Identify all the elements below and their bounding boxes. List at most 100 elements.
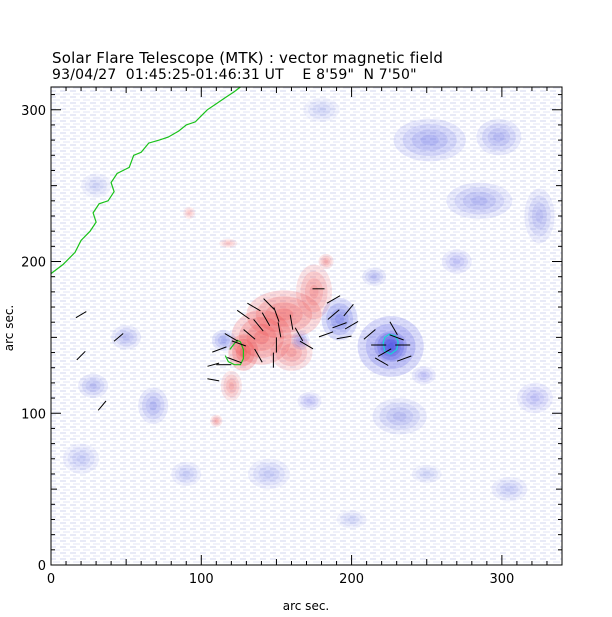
negative-polarity-blob bbox=[382, 338, 399, 355]
negative-polarity-blob bbox=[491, 476, 528, 502]
field-vector bbox=[113, 333, 124, 342]
field-vector bbox=[231, 340, 247, 347]
x-tick-label: 200 bbox=[339, 572, 364, 587]
field-vector bbox=[97, 400, 107, 411]
negative-polarity-blob bbox=[535, 209, 544, 223]
negative-polarity-blob bbox=[453, 258, 461, 265]
negative-polarity-blob bbox=[72, 451, 91, 467]
negative-polarity-blob bbox=[422, 471, 431, 477]
negative-polarity-blob bbox=[78, 373, 109, 399]
positive-polarity-blob bbox=[300, 271, 328, 313]
field-vector bbox=[327, 309, 340, 320]
negative-polarity-blob bbox=[495, 480, 523, 499]
field-vector bbox=[247, 302, 261, 312]
negative-polarity-blob bbox=[449, 255, 465, 268]
positive-polarity-blob bbox=[226, 378, 237, 394]
negative-polarity-blob bbox=[357, 316, 424, 377]
negative-polarity-blob bbox=[417, 370, 430, 380]
negative-polarity-blob bbox=[411, 464, 442, 484]
x-tick-label: 100 bbox=[189, 572, 214, 587]
positive-polarity-blob bbox=[246, 290, 322, 339]
positive-polarity-blob bbox=[274, 308, 294, 321]
negative-polarity-blob bbox=[247, 458, 290, 490]
field-vector bbox=[227, 357, 242, 364]
negative-polarity-blob bbox=[379, 402, 420, 430]
negative-polarity-blob bbox=[414, 368, 433, 383]
field-vector bbox=[254, 348, 263, 363]
field-vector bbox=[344, 320, 359, 330]
plot-noise-texture bbox=[51, 87, 562, 565]
negative-polarity-blob bbox=[145, 396, 161, 415]
y-tick-label: 100 bbox=[21, 407, 46, 422]
negative-polarity-blob bbox=[92, 182, 100, 189]
cyan-contour bbox=[382, 333, 399, 355]
negative-polarity-blob bbox=[531, 202, 547, 230]
negative-polarity-blob bbox=[368, 272, 381, 282]
positive-polarity-blob bbox=[186, 209, 193, 216]
negative-polarity-blob bbox=[174, 464, 198, 484]
chart-title: Solar Flare Telescope (MTK) : vector mag… bbox=[52, 49, 444, 67]
positive-polarity-blob bbox=[238, 316, 284, 358]
negative-polarity-blob bbox=[393, 118, 466, 162]
field-vector bbox=[377, 348, 392, 357]
field-vector bbox=[374, 357, 389, 366]
positive-polarity-blob bbox=[187, 211, 191, 215]
negative-polarity-blob bbox=[392, 411, 407, 421]
positive-polarity-blob bbox=[318, 253, 334, 270]
positive-polarity-blob bbox=[309, 285, 319, 299]
negative-polarity-blob bbox=[214, 332, 233, 349]
negative-polarity-blob bbox=[445, 252, 469, 271]
negative-polarity-blob bbox=[300, 394, 319, 408]
field-vector bbox=[389, 334, 404, 341]
positive-polarity-blob bbox=[270, 334, 313, 371]
negative-polarity-blob bbox=[291, 331, 310, 350]
negative-polarity-blob bbox=[211, 329, 236, 352]
negative-polarity-blob bbox=[336, 510, 367, 529]
positive-polarity-blob bbox=[324, 259, 328, 264]
negative-polarity-blob bbox=[138, 387, 169, 424]
negative-polarity-blob bbox=[63, 443, 100, 474]
field-vector bbox=[253, 319, 264, 332]
negative-polarity-blob bbox=[253, 462, 285, 486]
negative-polarity-blob bbox=[347, 517, 356, 522]
field-vector bbox=[289, 314, 294, 330]
positive-polarity-blob bbox=[213, 417, 220, 424]
negative-polarity-blob bbox=[462, 191, 496, 210]
positive-polarity-blob bbox=[220, 370, 242, 402]
negative-polarity-blob bbox=[149, 401, 157, 411]
field-vector bbox=[263, 298, 275, 310]
positive-polarity-blob bbox=[214, 419, 218, 423]
negative-polarity-blob bbox=[476, 118, 522, 156]
negative-polarity-blob bbox=[217, 335, 230, 346]
field-vector bbox=[75, 311, 87, 319]
negative-polarity-blob bbox=[415, 467, 439, 481]
negative-polarity-blob bbox=[171, 461, 202, 487]
negative-polarity-blob bbox=[340, 512, 363, 527]
transverse-field-vectors bbox=[75, 288, 412, 411]
negative-polarity-blob bbox=[84, 176, 108, 195]
positive-polarity-blob bbox=[219, 238, 238, 248]
y-tick-label: 300 bbox=[21, 104, 46, 119]
positive-polarity-blob bbox=[211, 416, 221, 426]
positive-polarity-blob bbox=[280, 343, 302, 362]
polarity-regions bbox=[63, 97, 555, 529]
negative-polarity-blob bbox=[419, 469, 435, 479]
negative-polarity-blob bbox=[365, 269, 384, 284]
negative-polarity-blob bbox=[297, 392, 322, 411]
positive-polarity-blob bbox=[275, 338, 308, 367]
negative-polarity-blob bbox=[525, 390, 544, 406]
negative-polarity-blob bbox=[114, 328, 138, 347]
field-vector bbox=[396, 355, 412, 362]
field-vector bbox=[277, 322, 282, 338]
negative-polarity-blob bbox=[371, 274, 378, 279]
negative-polarity-blob bbox=[303, 396, 316, 406]
field-vector bbox=[261, 312, 271, 326]
negative-polarity-blob bbox=[471, 196, 488, 206]
negative-polarity-blob bbox=[528, 195, 551, 237]
x-axis: 0 100 200 300 bbox=[47, 87, 563, 587]
negative-polarity-blob bbox=[326, 303, 354, 336]
negative-polarity-blob bbox=[481, 123, 516, 151]
negative-polarity-blob bbox=[321, 297, 358, 341]
negative-polarity-blob bbox=[402, 124, 457, 157]
y-axis-label: arc sec. bbox=[2, 305, 16, 351]
